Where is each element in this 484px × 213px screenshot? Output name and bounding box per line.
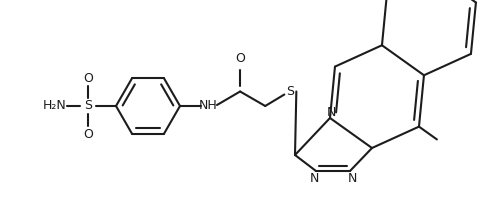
Text: S: S [286,85,294,98]
Text: O: O [83,128,93,141]
Text: NH: NH [198,99,217,112]
Text: N: N [347,171,356,184]
Text: N: N [309,171,318,184]
Text: O: O [235,52,244,65]
Text: N: N [326,106,335,119]
Text: O: O [83,72,93,85]
Text: S: S [84,99,92,112]
Text: H₂N: H₂N [43,99,67,112]
